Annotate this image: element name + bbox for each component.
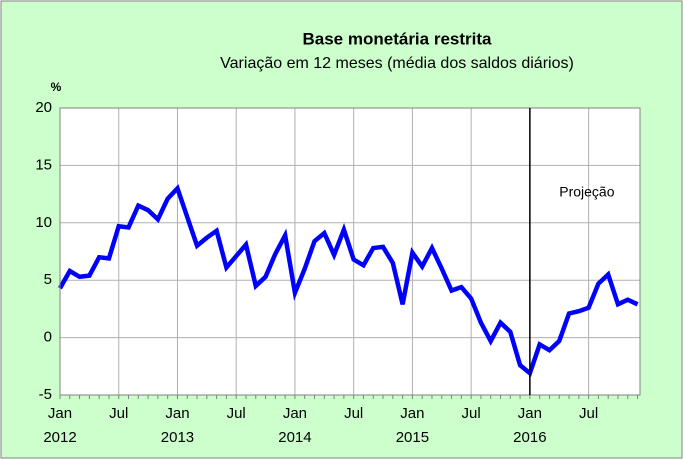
y-tick-label: 15 <box>35 156 52 173</box>
plot-border <box>59 107 641 396</box>
y-tick-label: 5 <box>44 271 52 288</box>
y-tick-label: 0 <box>44 329 52 346</box>
x-tick-label: Jan <box>518 405 542 422</box>
chart-title: Base monetária restrita <box>303 29 493 48</box>
x-tick-label: Jul <box>344 405 363 422</box>
x-tick-label: Jan <box>400 405 424 422</box>
y-axis-label: % <box>51 80 62 94</box>
chart-subtitle: Variação em 12 meses (média dos saldos d… <box>220 55 574 72</box>
data-line <box>58 184 639 377</box>
x-group-label: 2014 <box>278 429 311 446</box>
x-tick-label: Jul <box>462 405 481 422</box>
x-group-label: 2013 <box>161 429 194 446</box>
annotation: Projeção <box>559 184 614 200</box>
y-tick-label: 10 <box>35 214 52 231</box>
x-tick-label: Jan <box>165 405 189 422</box>
y-tick-label: -5 <box>39 386 52 403</box>
x-group-label: 2012 <box>43 429 76 446</box>
x-tick-label: Jan <box>283 405 307 422</box>
x-tick-label: Jul <box>227 405 246 422</box>
x-group-label: 2016 <box>513 429 546 446</box>
y-tick-label: 20 <box>35 99 52 116</box>
x-tick-label: Jan <box>48 405 72 422</box>
x-group-label: 2015 <box>396 429 429 446</box>
marks <box>58 184 639 377</box>
x-tick-label: Jul <box>579 405 598 422</box>
x-tick-label: Jul <box>109 405 128 422</box>
